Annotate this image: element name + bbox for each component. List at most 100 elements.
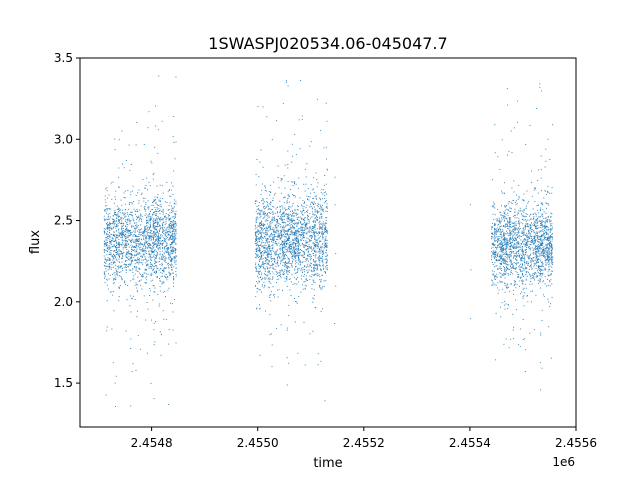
data-point [286, 216, 288, 218]
data-point [161, 227, 163, 229]
data-point [279, 247, 281, 249]
data-point [276, 120, 278, 122]
data-point [286, 237, 288, 239]
data-point [155, 220, 157, 222]
data-point [262, 214, 264, 216]
data-point [509, 260, 511, 262]
data-point [309, 206, 311, 208]
data-point [124, 282, 125, 284]
data-point [254, 241, 256, 243]
data-point [137, 257, 139, 259]
data-point [115, 236, 117, 238]
data-point [303, 281, 305, 283]
data-point [314, 244, 316, 246]
data-point [112, 235, 114, 237]
data-point [258, 202, 260, 203]
data-point [139, 253, 141, 255]
data-point [292, 246, 294, 248]
data-point [154, 287, 156, 289]
data-point [506, 233, 508, 235]
data-point [301, 115, 303, 117]
data-point [510, 233, 512, 235]
data-point [260, 253, 262, 255]
data-point [121, 232, 123, 233]
data-point [326, 261, 328, 263]
data-point [504, 267, 505, 269]
data-point [322, 223, 324, 225]
data-point [278, 242, 280, 244]
data-point [139, 230, 141, 232]
data-point [106, 284, 108, 286]
data-point [154, 200, 156, 201]
data-point [154, 236, 156, 238]
data-point [506, 208, 508, 210]
data-point [164, 266, 166, 268]
data-point [264, 246, 266, 248]
data-point [167, 230, 169, 232]
data-point [272, 248, 274, 249]
data-point [313, 227, 314, 229]
data-point [271, 264, 273, 266]
data-point [287, 270, 289, 272]
data-point [318, 232, 320, 234]
data-point [267, 278, 269, 280]
data-point [159, 205, 161, 207]
data-point [289, 245, 291, 247]
data-point [282, 208, 284, 210]
data-point [509, 254, 511, 256]
data-point [116, 234, 118, 236]
data-point [319, 262, 321, 264]
data-point [502, 261, 504, 263]
data-point [149, 237, 150, 239]
data-point [292, 233, 293, 235]
data-point [278, 278, 280, 280]
data-point [316, 244, 318, 246]
data-point [286, 262, 288, 264]
data-point [262, 264, 264, 266]
data-point [518, 262, 519, 264]
data-point [174, 231, 176, 233]
data-point [107, 224, 109, 226]
data-point [107, 247, 109, 249]
data-point [504, 253, 506, 255]
data-point [145, 223, 147, 225]
data-point [278, 235, 280, 237]
data-point [312, 279, 314, 281]
data-point [289, 289, 291, 291]
data-point [510, 283, 512, 284]
data-point [506, 220, 508, 222]
data-point [112, 259, 114, 261]
data-point [505, 253, 507, 255]
data-point [292, 239, 294, 241]
data-point [494, 235, 496, 237]
data-point [504, 244, 506, 245]
data-point [287, 258, 289, 260]
data-point [321, 274, 323, 276]
data-point [495, 253, 496, 255]
data-point [254, 267, 256, 269]
data-point [516, 256, 517, 258]
data-point [121, 245, 123, 247]
data-point [147, 207, 149, 209]
data-point [504, 269, 505, 271]
data-point [514, 223, 516, 225]
data-point [286, 256, 288, 258]
data-point [271, 278, 273, 280]
data-point [504, 270, 506, 272]
data-point [293, 216, 295, 218]
data-point [325, 236, 327, 238]
data-point [171, 259, 173, 261]
data-point [270, 300, 272, 302]
data-point [171, 269, 173, 271]
data-point [284, 253, 286, 255]
data-point [156, 257, 157, 259]
data-point [509, 234, 511, 236]
data-point [122, 163, 123, 165]
data-point [172, 252, 174, 254]
data-point [109, 268, 111, 270]
data-point [270, 267, 272, 269]
data-point [306, 233, 308, 235]
data-point [491, 247, 493, 249]
data-point [119, 208, 121, 210]
data-point [519, 277, 521, 279]
